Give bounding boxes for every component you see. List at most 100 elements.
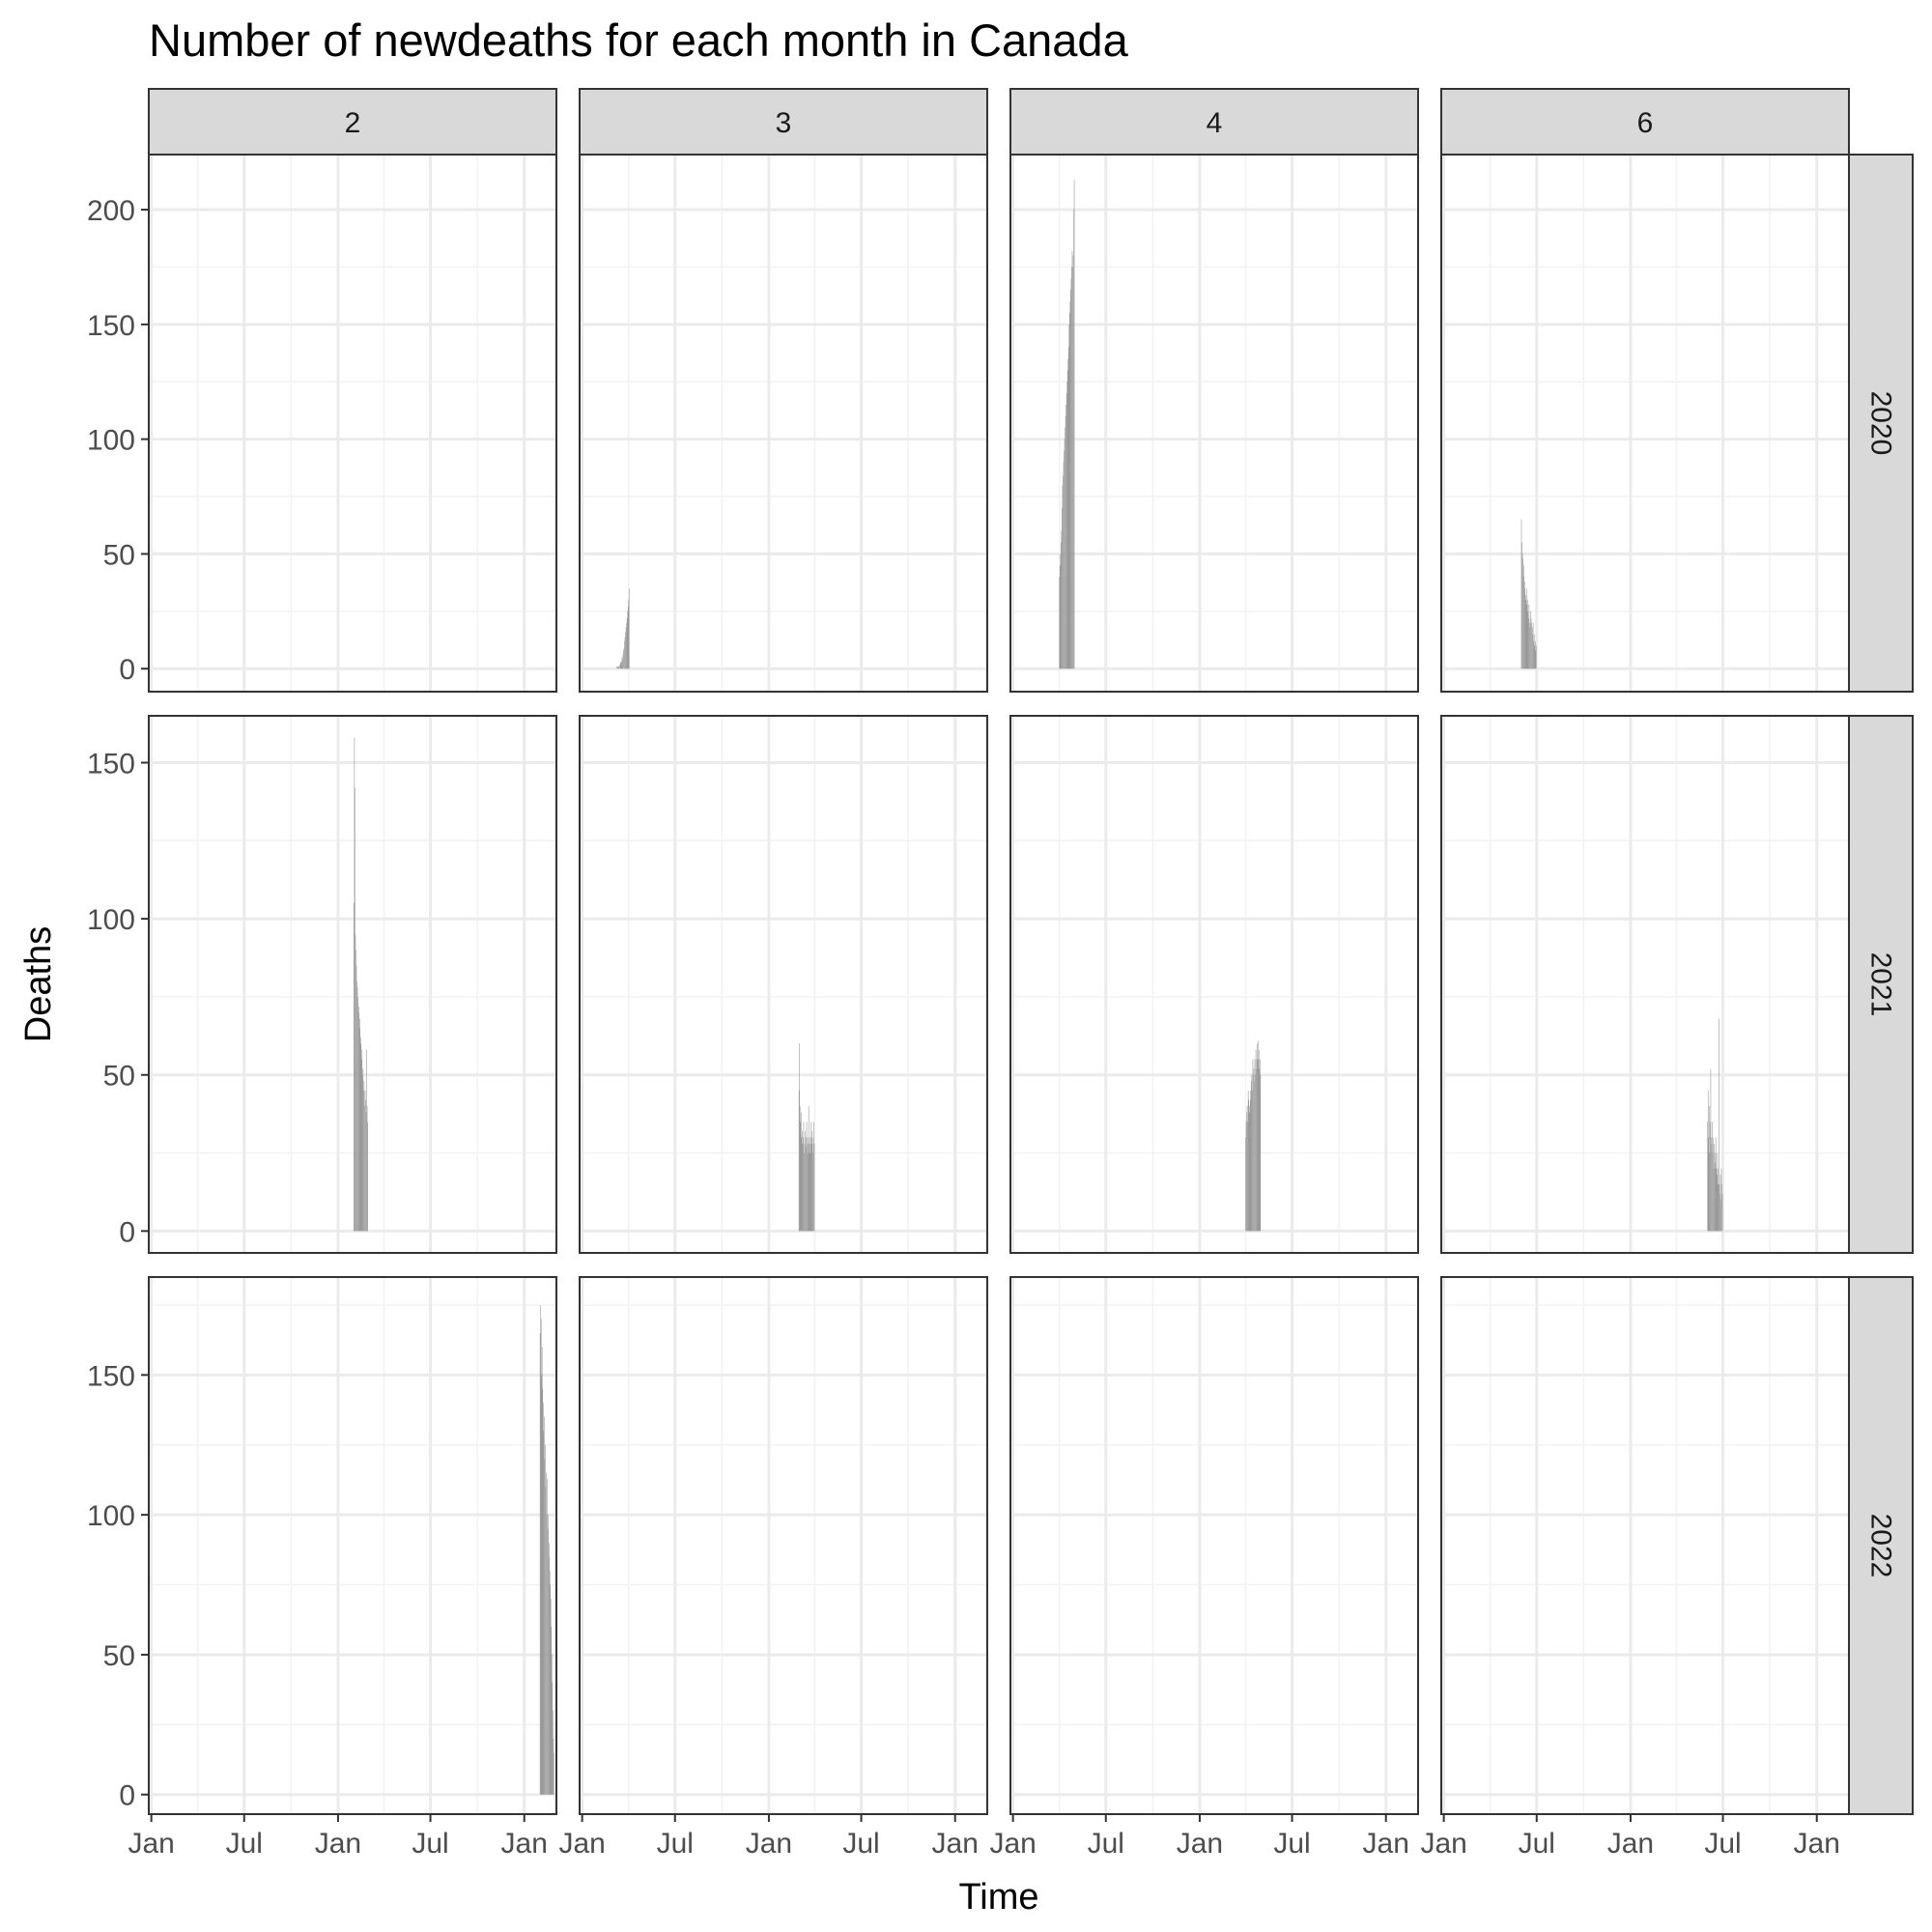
panel-2020-4 [1010,155,1418,692]
bar [1714,1143,1715,1232]
facet-strip-year [1848,1276,1914,1815]
y-axis-title: Deaths [18,926,59,1042]
panel-background [580,716,987,1253]
bar [1247,1090,1249,1232]
bar [627,611,628,669]
bar [552,1682,554,1795]
bar [360,1037,362,1232]
x-tick-label: Jul [1704,1828,1741,1860]
bar [1073,180,1075,669]
bar [365,1112,367,1232]
y-tick-label: 150 [87,310,135,342]
bar [1255,1049,1257,1232]
bar [1711,1143,1713,1232]
bar [1065,393,1067,669]
bar [1072,267,1073,669]
bar [549,1571,551,1795]
bar [366,1049,367,1232]
bar [1525,604,1527,669]
bar [1720,1200,1721,1232]
bar [545,1444,546,1795]
bar [363,1090,364,1232]
bar [1533,634,1535,669]
bar [620,664,622,669]
bar [1525,595,1527,669]
series-2020-3 [616,588,630,669]
bar [1066,370,1068,669]
x-tick-label: Jul [226,1828,263,1860]
bar [1717,1183,1719,1232]
panel-background [1010,155,1418,692]
bar [1711,1137,1712,1232]
bar [812,1137,814,1232]
facet-label-month: 2 [345,107,361,139]
bar [1248,1099,1249,1232]
bar [622,654,624,669]
bar [354,902,355,1232]
bar [1066,382,1067,669]
series-2021-6 [1707,1018,1723,1232]
bar [626,622,627,669]
series-2020-4 [1059,180,1075,669]
bar [1533,640,1534,669]
bar [1069,301,1071,669]
bar [1061,530,1063,669]
bar [553,1710,554,1795]
bar [1246,1112,1247,1232]
bar [1064,450,1065,669]
y-tick-label: 100 [87,425,135,457]
panel-background [1441,155,1849,692]
bar [1715,1137,1717,1232]
bar [806,1147,807,1232]
bar [1249,1106,1251,1232]
bar [1713,1168,1715,1232]
panel-2022-3 [580,1277,987,1814]
bar [1532,627,1533,669]
bar [618,664,620,669]
bar [811,1130,812,1232]
x-tick-label: Jul [1273,1828,1310,1860]
bar [1528,617,1529,669]
bar [1252,1090,1253,1232]
bar [1059,565,1061,669]
panel-background [149,1277,556,1814]
x-tick-label: Jul [412,1828,448,1860]
bar [1530,617,1532,669]
bar [1245,1122,1247,1232]
bar [1065,404,1066,669]
bar [1070,278,1072,669]
x-axis-title: Time [958,1877,1038,1918]
bar [798,1090,800,1232]
bar [1260,1059,1261,1232]
bar [622,659,623,669]
bar [801,1137,803,1232]
x-tick-label: Jan [989,1828,1036,1860]
bar [540,1304,541,1795]
bar [362,1068,364,1232]
bar [1532,622,1534,669]
bar [800,1112,802,1232]
bar [1520,519,1522,669]
bar [1253,1068,1255,1232]
bar [545,1487,547,1795]
panel-background [1010,1277,1418,1814]
y-tick-label: 100 [87,1500,135,1532]
bar [1252,1059,1254,1232]
bar [365,1099,366,1232]
bar [363,1081,365,1232]
bar [1719,1183,1720,1232]
facet-label-month: 6 [1637,107,1654,139]
series-2021-2 [354,737,368,1232]
bar [355,950,356,1232]
bar [808,1106,810,1232]
bar [799,1043,800,1232]
facet-label-year: 2022 [1865,1514,1897,1578]
bar [541,1375,543,1795]
bar [1059,577,1061,669]
bar [1257,1040,1259,1232]
bar [1707,1090,1709,1232]
bar [1530,611,1531,669]
bar [1062,485,1064,669]
bar [1712,1152,1714,1232]
bar [802,1143,804,1232]
